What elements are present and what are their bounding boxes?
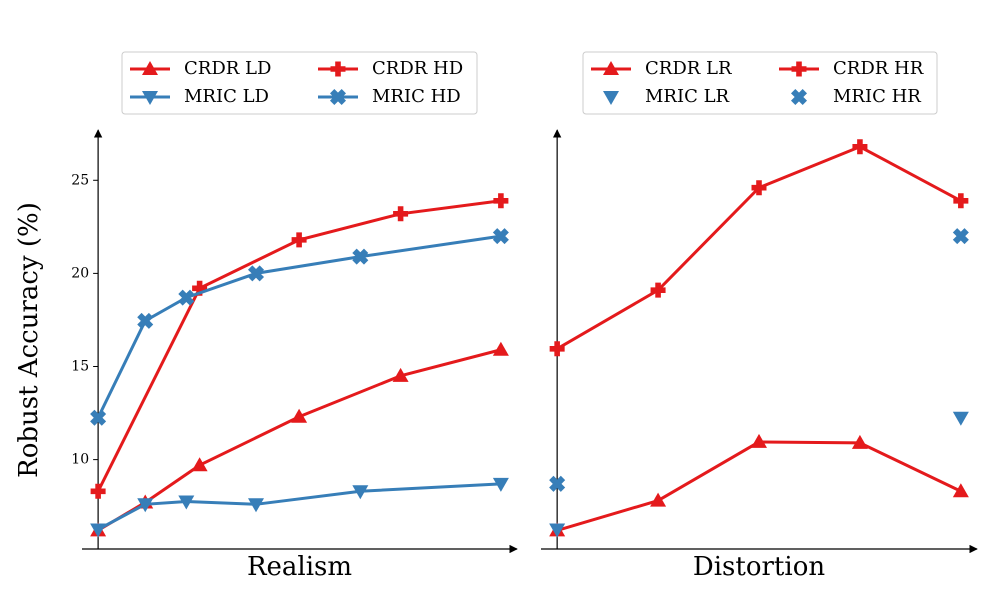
y-axis-label: Robust Accuracy (%) (14, 202, 44, 478)
data-point (492, 228, 509, 245)
data-point (352, 248, 369, 265)
series-line (97, 482, 501, 531)
legend-label: MRIC LR (645, 86, 730, 107)
legend: CRDR LR MRIC LR CRDR HR MRIC HR (582, 51, 938, 115)
data-point (137, 498, 154, 513)
legend-marker (329, 88, 347, 106)
legend-marker (142, 91, 158, 105)
data-point (178, 495, 195, 510)
data-point (291, 408, 308, 423)
legend-marker (330, 61, 346, 77)
data-point (751, 180, 767, 196)
legend-label: MRIC HR (833, 86, 921, 107)
data-point (178, 289, 195, 306)
data-point (90, 523, 107, 538)
y-tick-label: 20 (71, 265, 89, 281)
data-point (953, 193, 969, 209)
legend-marker (603, 91, 619, 105)
data-point (191, 457, 208, 472)
data-point (952, 411, 969, 426)
data-point (549, 341, 565, 357)
data-point (851, 434, 868, 449)
legend-label: CRDR HR (833, 58, 924, 79)
series-line (556, 145, 962, 351)
series-line (556, 440, 962, 532)
data-point (852, 139, 868, 155)
data-point (137, 312, 154, 329)
data-point (952, 228, 969, 245)
series-line (96, 234, 502, 419)
legend-box (121, 51, 478, 115)
x-axis-label: Realism (247, 552, 352, 582)
y-tick-label: 15 (71, 359, 89, 375)
data-point (952, 483, 969, 498)
data-point (392, 367, 409, 382)
data-point (352, 485, 369, 500)
y-tick-label: 10 (71, 452, 89, 468)
data-point (492, 477, 509, 492)
data-point (90, 483, 106, 499)
data-point (549, 475, 566, 492)
data-point (393, 206, 409, 222)
data-point (650, 492, 667, 507)
legend-label: CRDR LD (184, 58, 271, 79)
data-point (247, 265, 265, 282)
data-point (291, 232, 307, 248)
y-tick-label: 25 (71, 172, 89, 188)
data-point (549, 523, 566, 538)
legend-label: CRDR HD (372, 58, 463, 79)
legend-marker (791, 61, 807, 77)
legend-label: MRIC LD (184, 86, 269, 107)
data-point (650, 282, 666, 298)
data-point (493, 193, 509, 209)
legend-marker (790, 88, 808, 106)
data-point (751, 433, 767, 448)
data-point (90, 409, 107, 426)
data-point (492, 341, 509, 356)
legend-box (582, 51, 938, 115)
legend-label: MRIC HD (372, 86, 461, 107)
data-point (192, 280, 208, 296)
legend-marker (603, 61, 619, 75)
legend-label: CRDR LR (645, 58, 732, 79)
x-axis-label: Distortion (693, 552, 825, 582)
legend-marker (142, 61, 158, 75)
legend: CRDR LD MRIC LD CRDR HD MRIC HD (121, 51, 478, 115)
data-point (248, 498, 264, 513)
